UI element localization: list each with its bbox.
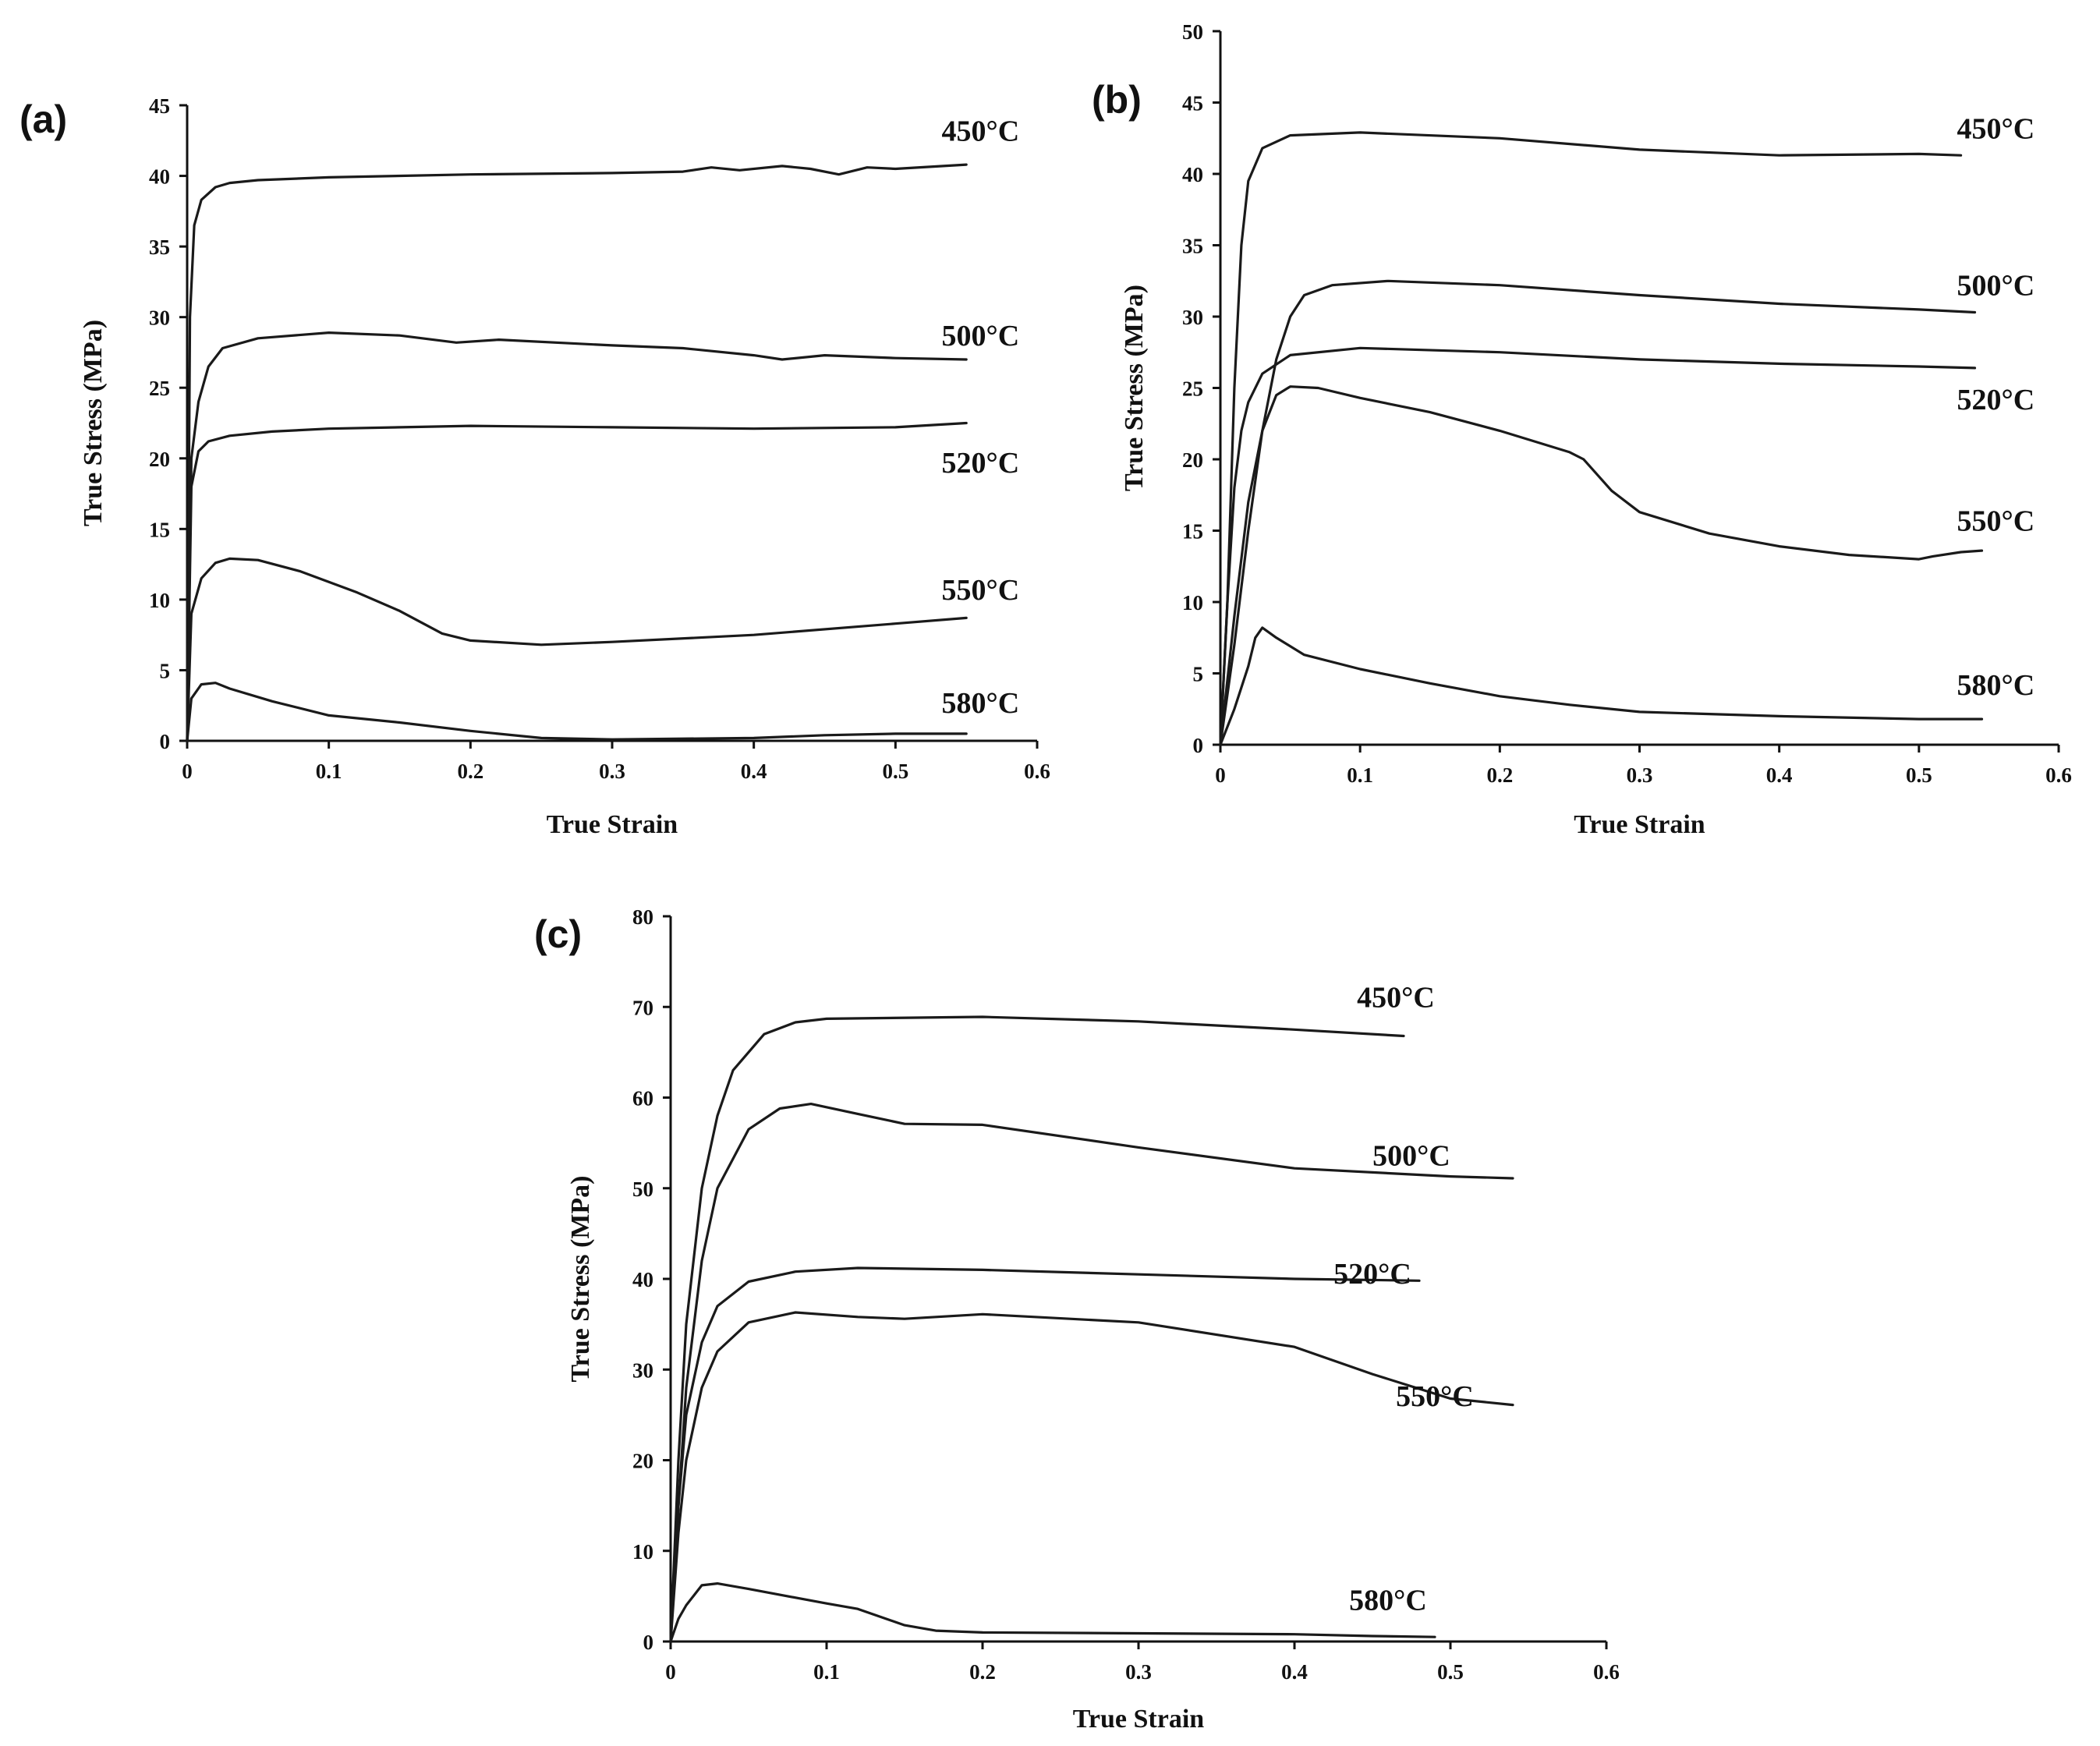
y-tick-label: 70 bbox=[632, 996, 653, 1019]
x-axis-title: True Strain bbox=[1574, 810, 1705, 839]
x-tick-label: 0.1 bbox=[813, 1660, 840, 1684]
y-tick-label: 5 bbox=[160, 659, 171, 682]
series-line-500c bbox=[1219, 279, 1977, 746]
series-line-520c bbox=[186, 421, 968, 742]
y-tick-label: 30 bbox=[149, 306, 170, 330]
x-tick-label: 0.3 bbox=[1125, 1660, 1152, 1684]
series-label-580c: 580°C bbox=[1957, 669, 2035, 702]
x-tick-label: 0.5 bbox=[882, 760, 908, 783]
x-tick-label: 0.4 bbox=[1766, 763, 1793, 787]
series-line-500c bbox=[669, 1103, 1514, 1643]
y-tick-label: 40 bbox=[632, 1268, 653, 1291]
x-tick-label: 0.3 bbox=[1627, 763, 1653, 787]
x-tick-label: 0.5 bbox=[1906, 763, 1932, 787]
y-tick-label: 60 bbox=[632, 1087, 653, 1110]
series-label-580c: 580°C bbox=[942, 687, 1020, 720]
y-axis-title: True Stress (MPa) bbox=[566, 1175, 595, 1382]
series-label-500c: 500°C bbox=[1372, 1140, 1450, 1173]
series-line-450c bbox=[669, 1015, 1405, 1643]
x-tick-label: 0.1 bbox=[316, 760, 342, 783]
series-label-500c: 500°C bbox=[942, 320, 1020, 352]
y-tick-label: 15 bbox=[1182, 520, 1203, 544]
y-tick-label: 40 bbox=[1182, 163, 1203, 186]
chart-panel-1: (a) 0 0.1 0.2 0.3 0.4 0.5 0.6 0 5 10 15 20 25 30 35 40 45… bbox=[19, 94, 1050, 839]
panel-label: (b) bbox=[1092, 78, 1142, 122]
x-tick-label: 0.2 bbox=[457, 760, 483, 783]
y-tick-label: 50 bbox=[1182, 20, 1203, 44]
y-tick-label: 45 bbox=[1182, 92, 1203, 115]
x-tick-label: 0.4 bbox=[1281, 1660, 1308, 1684]
y-tick-label: 20 bbox=[149, 448, 170, 471]
series-line-520c bbox=[669, 1266, 1421, 1643]
y-tick-label: 10 bbox=[1182, 591, 1203, 614]
series-label-520c: 520°C bbox=[942, 447, 1020, 480]
y-tick-label: 50 bbox=[632, 1178, 653, 1201]
series-line-550c bbox=[1219, 385, 1984, 746]
x-tick-label: 0.4 bbox=[741, 760, 767, 783]
series-label-550c: 550°C bbox=[1396, 1380, 1474, 1413]
y-tick-label: 30 bbox=[632, 1358, 653, 1382]
chart-panel-3: (c) 0 0.1 0.2 0.3 0.4 0.5 0.6 0 10 20 30 40 50 60 70 80 T… bbox=[534, 905, 1620, 1734]
series-line-580c bbox=[669, 1582, 1436, 1643]
x-tick-label: 0.6 bbox=[2045, 763, 2072, 787]
x-axis-title: True Strain bbox=[1073, 1705, 1205, 1734]
series-label-450c: 450°C bbox=[1957, 112, 2035, 145]
series-line-580c bbox=[1219, 626, 1984, 746]
panel-label: (c) bbox=[534, 912, 582, 956]
y-tick-label: 25 bbox=[149, 377, 170, 400]
x-tick-label: 0.1 bbox=[1347, 763, 1373, 787]
panel-label: (a) bbox=[19, 97, 67, 141]
x-tick-label: 0 bbox=[182, 760, 193, 783]
series-line-500c bbox=[186, 331, 968, 742]
y-tick-label: 80 bbox=[632, 905, 653, 929]
y-tick-label: 45 bbox=[149, 94, 170, 118]
y-tick-label: 25 bbox=[1182, 377, 1203, 401]
y-axis-title: True Stress (MPa) bbox=[1120, 285, 1149, 491]
series-line-580c bbox=[186, 682, 968, 742]
series-line-450c bbox=[186, 163, 968, 742]
series-label-450c: 450°C bbox=[1357, 981, 1435, 1014]
y-tick-label: 35 bbox=[149, 236, 170, 259]
x-tick-label: 0 bbox=[1215, 763, 1226, 787]
series-line-550c bbox=[186, 557, 968, 742]
x-tick-label: 0.3 bbox=[599, 760, 625, 783]
series-label-450c: 450°C bbox=[942, 115, 1020, 147]
y-tick-label: 40 bbox=[149, 165, 170, 189]
series-label-550c: 550°C bbox=[942, 574, 1020, 607]
series-line-520c bbox=[1219, 346, 1977, 746]
y-tick-label: 20 bbox=[632, 1450, 653, 1473]
x-tick-label: 0 bbox=[665, 1660, 676, 1684]
series-label-520c: 520°C bbox=[1957, 384, 2035, 416]
y-tick-label: 15 bbox=[149, 518, 170, 541]
y-tick-label: 0 bbox=[643, 1631, 654, 1654]
series-line-450c bbox=[1219, 131, 1963, 746]
series-line-550c bbox=[669, 1311, 1514, 1643]
y-axis-title: True Stress (MPa) bbox=[79, 320, 108, 526]
x-tick-label: 0.2 bbox=[1486, 763, 1513, 787]
y-tick-label: 10 bbox=[632, 1540, 653, 1564]
x-axis-title: True Strain bbox=[547, 810, 678, 839]
y-tick-label: 30 bbox=[1182, 306, 1203, 329]
y-tick-label: 20 bbox=[1182, 448, 1203, 472]
y-tick-label: 5 bbox=[1193, 663, 1204, 686]
x-tick-label: 0.5 bbox=[1437, 1660, 1464, 1684]
series-label-520c: 520°C bbox=[1333, 1258, 1411, 1291]
x-tick-label: 0.2 bbox=[969, 1660, 996, 1684]
y-tick-label: 35 bbox=[1182, 235, 1203, 258]
series-label-580c: 580°C bbox=[1349, 1584, 1427, 1617]
x-tick-label: 0.6 bbox=[1024, 760, 1050, 783]
chart-panel-2: (b) 0 0.1 0.2 0.3 0.4 0.5 0.6 0 5 10 15 20 25 30 35 40 45… bbox=[1092, 20, 2072, 839]
series-label-500c: 500°C bbox=[1957, 270, 2035, 303]
y-tick-label: 0 bbox=[1193, 734, 1204, 757]
y-tick-label: 0 bbox=[160, 730, 171, 753]
series-label-550c: 550°C bbox=[1957, 505, 2035, 538]
y-tick-label: 10 bbox=[149, 589, 170, 612]
x-tick-label: 0.6 bbox=[1593, 1660, 1620, 1684]
